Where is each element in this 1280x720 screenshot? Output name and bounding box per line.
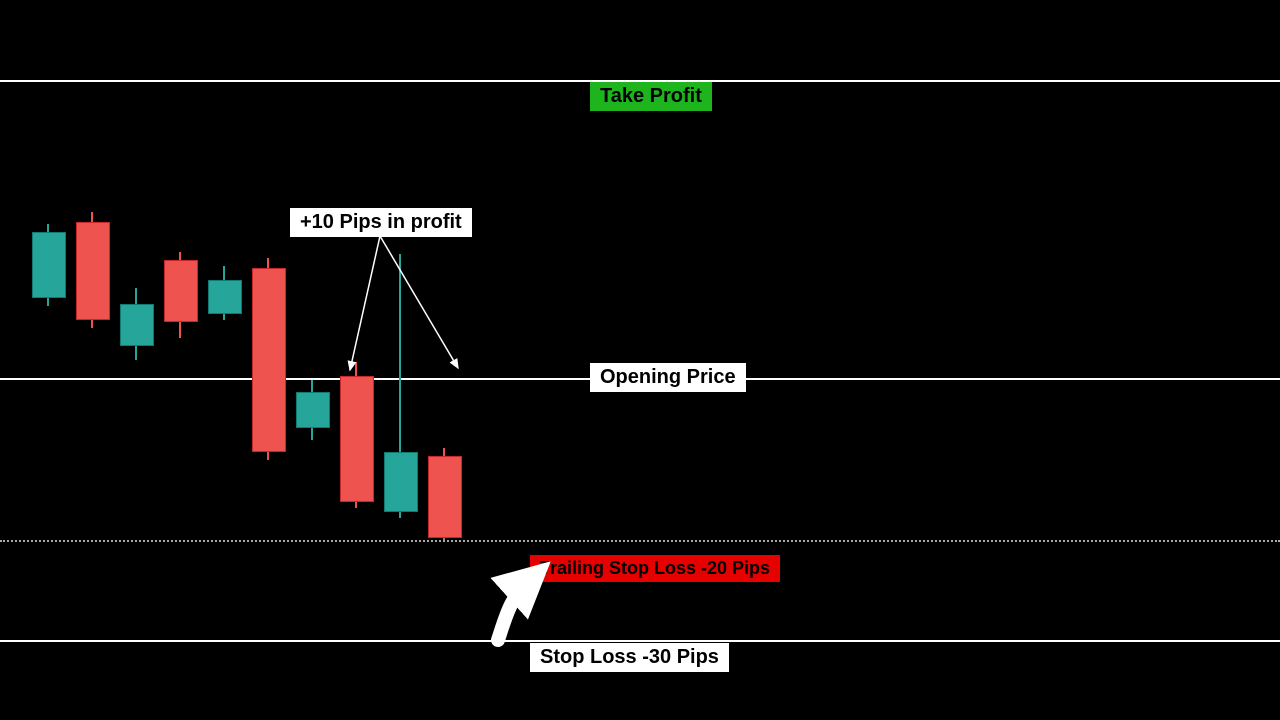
annotation-arrow-left-icon [350,236,380,370]
trailing-stop-label: Trailing Stop Loss -20 Pips [530,555,780,582]
stop-loss-line [0,640,1280,642]
trailing-stop-line [0,540,1280,542]
opening-price-label: Opening Price [590,363,746,392]
take-profit-label: Take Profit [590,82,712,111]
stop-loss-label: Stop Loss -30 Pips [530,643,729,672]
chart-stage: Take Profit +10 Pips in profit Opening P… [0,0,1280,720]
annotation-arrow-right-icon [380,236,458,368]
curve-arrow-icon [498,580,530,640]
pips-profit-label: +10 Pips in profit [290,208,472,237]
